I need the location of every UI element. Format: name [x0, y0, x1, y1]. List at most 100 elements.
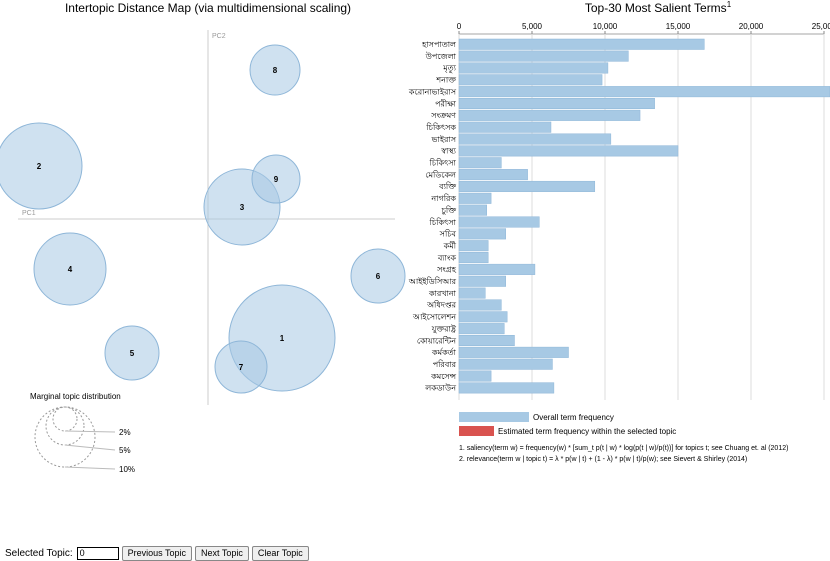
- previous-topic-button[interactable]: Previous Topic: [121, 545, 193, 561]
- term-label[interactable]: কর্মী: [443, 240, 457, 250]
- term-label[interactable]: সচিব: [439, 230, 457, 239]
- term-bar[interactable]: [458, 133, 612, 145]
- term-bar[interactable]: [458, 74, 603, 86]
- term-bar[interactable]: [458, 263, 536, 275]
- topic-circle-8[interactable]: [249, 44, 301, 96]
- marginal-label-2: 2%: [119, 428, 131, 437]
- term-label[interactable]: ব্যাংক: [437, 253, 457, 262]
- note-relevance: 2. relevance(term w | topic t) = λ * p(w…: [459, 456, 747, 463]
- term-bar[interactable]: [458, 228, 506, 240]
- topic-label-8: 8: [273, 66, 278, 75]
- term-label[interactable]: ব্যক্তি: [438, 182, 456, 191]
- term-label[interactable]: সংক্রমণ: [430, 111, 456, 120]
- term-bar[interactable]: [458, 275, 506, 287]
- marginal-line-10: [64, 466, 116, 470]
- legend-selected-label: Estimated term frequency within the sele…: [498, 427, 676, 436]
- term-label[interactable]: নাগরিক: [430, 194, 456, 203]
- term-bar[interactable]: [458, 169, 528, 181]
- term-label[interactable]: কারখানা: [428, 289, 457, 298]
- term-bar[interactable]: [458, 50, 629, 62]
- term-bar[interactable]: [458, 287, 486, 299]
- term-bar[interactable]: [458, 382, 555, 394]
- term-bar[interactable]: [458, 98, 655, 109]
- term-bar[interactable]: [458, 370, 492, 382]
- x-tick-label: 15,000: [666, 22, 691, 31]
- selected-topic-input[interactable]: [76, 546, 119, 560]
- term-label[interactable]: পরীক্ষা: [435, 98, 457, 108]
- term-label[interactable]: কমসেন্স: [430, 372, 457, 381]
- term-bar[interactable]: [458, 192, 492, 204]
- term-label[interactable]: উপজেলা: [425, 51, 457, 61]
- term-bar[interactable]: [458, 216, 540, 228]
- term-bar[interactable]: [458, 358, 553, 370]
- term-bar[interactable]: [458, 145, 679, 157]
- term-bar[interactable]: [458, 311, 508, 323]
- term-label[interactable]: স্বাস্থ্য: [440, 147, 456, 156]
- term-label[interactable]: মেডিকেল: [425, 170, 457, 179]
- term-bar[interactable]: [458, 157, 502, 169]
- topic-circle-5[interactable]: [104, 325, 160, 381]
- topic-label-2: 2: [37, 162, 42, 171]
- term-bar[interactable]: [458, 38, 705, 50]
- terms-title-text: Top-30 Most Salient Terms: [585, 1, 727, 15]
- x-tick-label: 0: [457, 22, 462, 31]
- next-topic-button[interactable]: Next Topic: [195, 545, 249, 561]
- term-bar[interactable]: [458, 323, 505, 335]
- term-label[interactable]: শনাক্ত: [435, 76, 456, 85]
- term-label[interactable]: কর্মকর্তা: [431, 348, 457, 357]
- marginal-label-5: 5%: [119, 446, 131, 455]
- term-label[interactable]: করোনাভাইরাস: [408, 87, 457, 96]
- term-label[interactable]: হাসপাতাল: [421, 40, 457, 49]
- term-bar[interactable]: [458, 62, 609, 74]
- term-bar[interactable]: [458, 204, 487, 216]
- term-bar[interactable]: [458, 240, 489, 252]
- legend-selected-swatch: [459, 426, 494, 436]
- term-label[interactable]: আইইডিসিআর: [408, 277, 457, 286]
- topic-circle-2[interactable]: [0, 122, 83, 210]
- term-bar[interactable]: [458, 346, 569, 358]
- topic-label-9: 9: [274, 175, 279, 184]
- terms-title: Top-30 Most Salient Terms1: [585, 0, 732, 15]
- term-bar[interactable]: [458, 299, 502, 311]
- term-bar[interactable]: [458, 86, 830, 98]
- term-label[interactable]: কোয়ারেন্টিন: [417, 336, 456, 345]
- term-label[interactable]: লকডাউন: [424, 383, 456, 393]
- topic-label-4: 4: [68, 265, 73, 274]
- clear-topic-button[interactable]: Clear Topic: [251, 545, 309, 561]
- pc2-label: PC2: [212, 33, 226, 40]
- marginal-circle-2: [52, 406, 78, 432]
- term-label[interactable]: চিকিৎসক: [425, 123, 456, 132]
- term-label[interactable]: সংগ্রহ: [436, 265, 457, 274]
- term-label[interactable]: ভাইরাস: [431, 135, 457, 144]
- term-bar[interactable]: [458, 109, 641, 121]
- topic-circle-4[interactable]: [33, 232, 107, 306]
- term-label[interactable]: চিকিৎসা: [429, 159, 457, 168]
- term-label[interactable]: আইসোলেশন: [412, 313, 456, 322]
- term-label[interactable]: চুক্তি: [441, 206, 457, 215]
- intertopic-title: Intertopic Distance Map (via multidimens…: [65, 1, 351, 15]
- pc1-label: PC1: [22, 210, 36, 217]
- marginal-line-2: [64, 430, 116, 433]
- topic-label-5: 5: [130, 349, 135, 358]
- marginal-line-5: [64, 444, 116, 451]
- marginal-circle-5: [45, 406, 85, 446]
- selected-topic-label: Selected Topic:: [5, 547, 73, 559]
- term-label[interactable]: যুক্তরাষ্ট্র: [431, 324, 457, 333]
- term-label[interactable]: চিকিৎসা: [429, 218, 457, 227]
- term-bar[interactable]: [458, 121, 552, 133]
- term-label[interactable]: অধিদপ্তর: [426, 301, 456, 310]
- marginal-circle-10: [34, 406, 96, 468]
- term-bar[interactable]: [458, 335, 515, 346]
- x-tick-label: 25,000: [812, 22, 830, 31]
- topic-circles: 1 2 3 4 5 6 7 8 9: [0, 44, 406, 394]
- term-label[interactable]: পরিবার: [433, 360, 457, 369]
- topic-label-6: 6: [376, 272, 381, 281]
- topic-circle-7[interactable]: [214, 340, 268, 394]
- x-tick-label: 10,000: [593, 22, 618, 31]
- term-bar[interactable]: [458, 180, 596, 192]
- note-saliency: 1. saliency(term w) = frequency(w) * [su…: [459, 445, 788, 452]
- term-label[interactable]: মৃত্যু: [442, 64, 456, 73]
- topic-circle-9[interactable]: [251, 154, 301, 204]
- term-bar[interactable]: [458, 252, 489, 264]
- topic-circle-6[interactable]: [350, 248, 406, 304]
